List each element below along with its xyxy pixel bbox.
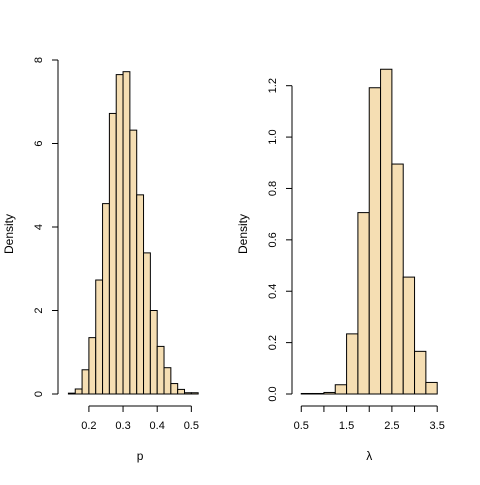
panel-2-bar (425, 381, 438, 395)
panel-2-x-tick-label: 1.5 (339, 420, 354, 432)
panel-1-y-tick-label: 4 (33, 224, 45, 230)
panel-1-y-tick-label: 2 (33, 307, 45, 313)
panel-1-x-axis-label: p (137, 449, 144, 463)
panel-2-y-tick-label: 0.0 (267, 386, 279, 401)
panel-1-bar (143, 252, 151, 395)
panel-2-bar (300, 392, 314, 395)
panel-1-x-tick-label: 0.2 (81, 420, 96, 432)
panel-1-x-tick-label: 0.3 (115, 420, 130, 432)
panel-1-bar (122, 71, 131, 395)
panel-2-bar (402, 276, 416, 395)
panel-2-y-tick-label: 0.2 (267, 335, 279, 350)
panel-1-bar (149, 310, 158, 395)
panel-2-x-tick-label: 0.5 (294, 420, 309, 432)
panel-2-bar (368, 87, 382, 395)
panel-2-y-tick-label: 0.6 (267, 232, 279, 247)
panel-1-bar (129, 129, 138, 395)
panel-1-bar (177, 388, 186, 395)
panel-1-bar (136, 194, 145, 395)
panel-2-bar (312, 392, 325, 395)
panel-2-bar (357, 212, 370, 395)
panel-2-bar (334, 384, 348, 395)
panel-1-bar (74, 388, 83, 395)
panel-1-bar (67, 392, 76, 395)
panel-1-y-tick-label: 8 (33, 57, 45, 63)
panel-2-y-tick-label: 1.0 (267, 129, 279, 144)
panel-1-bar (170, 383, 179, 395)
panel-1-bar (88, 337, 97, 395)
panel-1-y-tick-label: 6 (33, 140, 45, 146)
panel-2-bar (414, 350, 427, 395)
panel-2-x-tick-label: 3.5 (430, 420, 445, 432)
panel-2-y-tick-label: 0.4 (267, 284, 279, 299)
panel-2-x-axis-label: λ (366, 449, 372, 463)
panel-1-bar (95, 279, 104, 395)
panel-1-y-axis-label: Density (2, 214, 16, 254)
panel-2-bar (323, 391, 336, 395)
panel-2-y-tick-label: 1.2 (267, 78, 279, 93)
panel-1-x-tick-label: 0.4 (150, 420, 165, 432)
panel-2-bar (380, 68, 393, 395)
panel-2-bar (391, 163, 404, 395)
panel-2-bar (346, 333, 359, 395)
panel-1-bar (156, 345, 165, 395)
panel-1-bar (108, 112, 117, 395)
panel-1-bar (190, 392, 199, 395)
panel-1-bar (184, 392, 192, 395)
panel-2-y-axis-label: Density (236, 214, 250, 254)
panel-1-bar (163, 367, 172, 395)
panel-1-x-tick-label: 0.5 (184, 420, 199, 432)
panel-1-bar (81, 369, 90, 395)
panel-1-y-tick-label: 0 (33, 391, 45, 397)
panel-2-y-tick-label: 0.8 (267, 181, 279, 196)
panel-2-x-tick-label: 2.5 (384, 420, 399, 432)
panel-1-bar (102, 203, 110, 395)
panel-1-bar (115, 74, 124, 395)
